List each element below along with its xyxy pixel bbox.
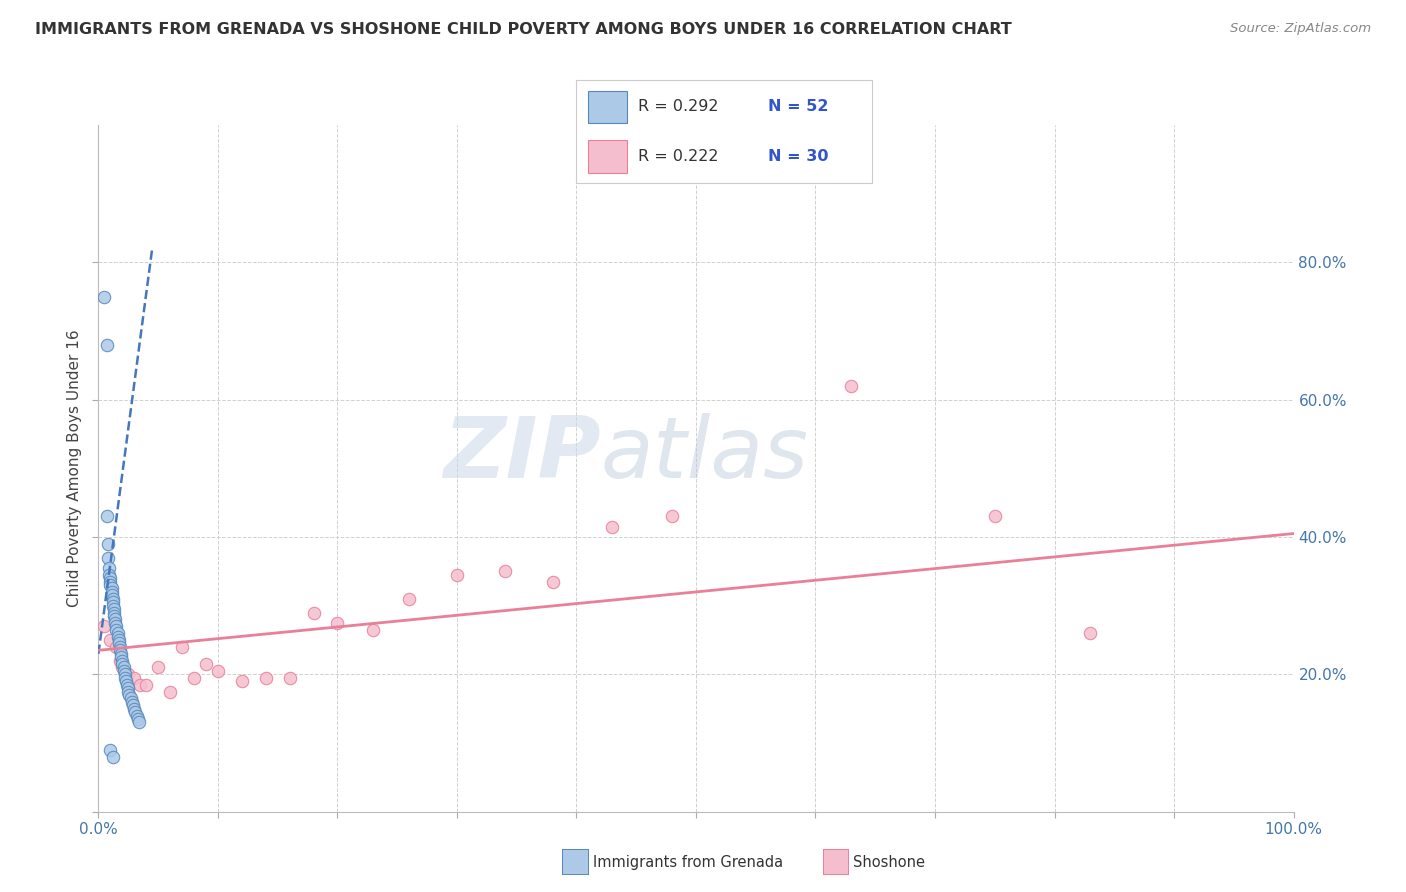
Point bbox=[326, 615, 349, 630]
Point bbox=[101, 591, 124, 606]
Point bbox=[207, 664, 229, 678]
Point bbox=[254, 671, 277, 685]
Point bbox=[278, 671, 301, 685]
Point bbox=[1080, 626, 1102, 640]
Point bbox=[101, 595, 124, 609]
Point bbox=[115, 678, 138, 692]
Point bbox=[602, 519, 624, 533]
Point bbox=[112, 664, 135, 678]
Point bbox=[121, 695, 143, 709]
Point bbox=[148, 660, 170, 674]
Point bbox=[398, 591, 420, 606]
Text: Source: ZipAtlas.com: Source: ZipAtlas.com bbox=[1230, 22, 1371, 36]
Text: N = 52: N = 52 bbox=[768, 99, 830, 114]
Point bbox=[100, 588, 122, 602]
Point bbox=[98, 633, 122, 648]
Point bbox=[115, 674, 138, 689]
Point bbox=[114, 671, 136, 685]
Point bbox=[124, 705, 146, 719]
Point bbox=[98, 743, 122, 757]
Point bbox=[100, 585, 122, 599]
Point bbox=[302, 606, 325, 620]
Point bbox=[841, 379, 863, 393]
Point bbox=[98, 578, 122, 592]
Text: ZIP: ZIP bbox=[443, 413, 600, 496]
Point bbox=[127, 712, 149, 726]
Point bbox=[984, 509, 1007, 524]
Point bbox=[111, 654, 134, 668]
Point bbox=[117, 681, 139, 695]
Point bbox=[120, 691, 142, 706]
Point bbox=[108, 643, 131, 657]
Text: IMMIGRANTS FROM GRENADA VS SHOSHONE CHILD POVERTY AMONG BOYS UNDER 16 CORRELATIO: IMMIGRANTS FROM GRENADA VS SHOSHONE CHIL… bbox=[35, 22, 1012, 37]
Point bbox=[122, 698, 145, 713]
Y-axis label: Child Poverty Among Boys Under 16: Child Poverty Among Boys Under 16 bbox=[66, 329, 82, 607]
Point bbox=[105, 640, 128, 654]
Point bbox=[129, 678, 152, 692]
Point bbox=[101, 599, 124, 613]
Point bbox=[104, 612, 127, 626]
Point bbox=[363, 623, 385, 637]
Point bbox=[96, 337, 118, 351]
Point bbox=[105, 619, 128, 633]
Point bbox=[98, 574, 122, 589]
Point bbox=[104, 615, 127, 630]
Point bbox=[98, 567, 121, 582]
Point bbox=[231, 674, 253, 689]
Point bbox=[107, 636, 129, 650]
Point bbox=[93, 289, 115, 303]
Point bbox=[111, 660, 134, 674]
Point bbox=[494, 565, 516, 579]
Point bbox=[114, 667, 136, 681]
Point bbox=[125, 708, 148, 723]
Point bbox=[103, 602, 125, 616]
Bar bbox=[588, 140, 627, 173]
Point bbox=[159, 684, 181, 698]
Point bbox=[100, 582, 122, 596]
Bar bbox=[588, 91, 627, 123]
Point bbox=[661, 509, 683, 524]
Point bbox=[112, 660, 135, 674]
Point bbox=[97, 537, 120, 551]
Point bbox=[124, 671, 146, 685]
Point bbox=[118, 688, 141, 702]
Point bbox=[110, 650, 132, 665]
Point bbox=[107, 626, 129, 640]
Point bbox=[117, 667, 139, 681]
Point bbox=[135, 678, 157, 692]
Text: N = 30: N = 30 bbox=[768, 149, 830, 164]
Point bbox=[103, 606, 125, 620]
Text: Shoshone: Shoshone bbox=[853, 855, 925, 870]
Point bbox=[96, 509, 118, 524]
Text: atlas: atlas bbox=[600, 413, 808, 496]
Point bbox=[108, 640, 131, 654]
Point bbox=[93, 619, 115, 633]
Text: Immigrants from Grenada: Immigrants from Grenada bbox=[593, 855, 783, 870]
Point bbox=[183, 671, 205, 685]
Point bbox=[101, 749, 124, 764]
Point bbox=[110, 647, 132, 661]
Point bbox=[108, 654, 131, 668]
Point bbox=[98, 561, 121, 575]
Point bbox=[446, 567, 468, 582]
Point bbox=[128, 715, 150, 730]
Text: R = 0.292: R = 0.292 bbox=[638, 99, 718, 114]
Text: R = 0.222: R = 0.222 bbox=[638, 149, 718, 164]
Point bbox=[107, 633, 129, 648]
Point bbox=[194, 657, 218, 671]
Point bbox=[98, 571, 122, 585]
Point bbox=[105, 623, 128, 637]
Point bbox=[124, 701, 146, 715]
Point bbox=[107, 630, 129, 644]
Point bbox=[117, 684, 139, 698]
Point bbox=[97, 550, 120, 565]
Point bbox=[111, 657, 134, 671]
Point bbox=[541, 574, 564, 589]
Point bbox=[172, 640, 194, 654]
Point bbox=[103, 609, 125, 624]
